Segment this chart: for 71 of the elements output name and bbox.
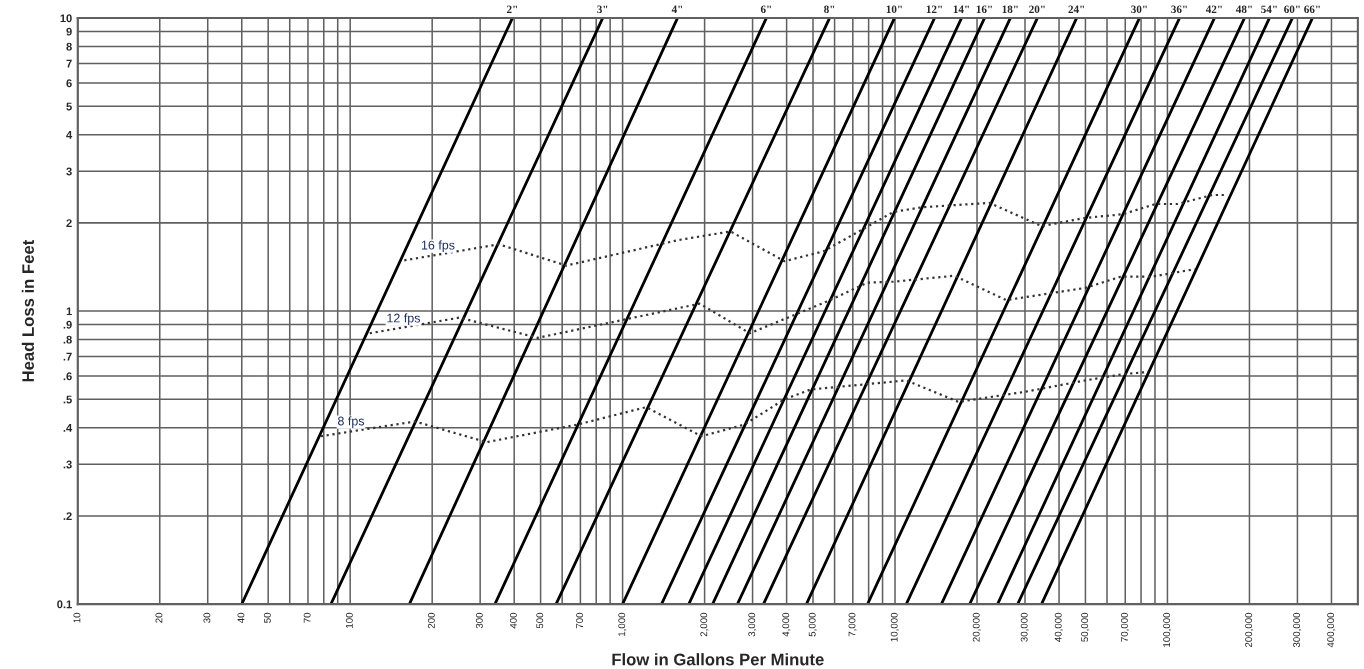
y-tick-label: 3 [66, 167, 72, 176]
y-tick-label: .2 [63, 512, 72, 520]
y-tick-label: 7 [66, 59, 72, 68]
x-tick-label: 300,000 [1293, 612, 1302, 648]
series-label: 12" [926, 5, 942, 13]
x-axis-title: Flow in Gallons Per Minute [612, 653, 824, 666]
series-label: 18" [1002, 5, 1018, 14]
x-tick-label: 70 [303, 612, 311, 623]
x-tick-label: 20 [155, 612, 163, 623]
x-tick-label: 500 [536, 612, 544, 629]
series-label: 3" [597, 5, 608, 14]
series-label: 36" [1171, 5, 1187, 14]
y-tick-label: 2 [66, 219, 72, 227]
x-tick-label: 400,000 [1327, 612, 1336, 648]
series-label: 60" [1284, 5, 1300, 14]
series-label: 54" [1261, 5, 1277, 14]
y-tick-label: 6 [66, 79, 72, 88]
y-tick-label: .4 [63, 424, 73, 432]
x-tick-label: 4,000 [782, 612, 791, 637]
x-tick-label: 7,000 [848, 612, 857, 637]
y-tick-label: 4 [66, 131, 73, 139]
series-label: 42" [1205, 5, 1222, 13]
x-tick-label: 40 [237, 612, 245, 624]
series-label: 20" [1029, 5, 1045, 14]
x-tick-label: 2,000 [700, 612, 709, 637]
x-tick-label: 20,000 [972, 612, 981, 642]
y-tick-label: .9 [63, 320, 72, 329]
x-tick-label: 300 [475, 612, 483, 629]
series-label: 14" [953, 5, 969, 13]
y-tick-label: 0.1 [57, 600, 72, 609]
x-tick-label: 100 [345, 612, 353, 628]
series-label: 12 fps [387, 313, 421, 325]
y-tick-label: 5 [66, 102, 72, 111]
x-tick-label: 10 [73, 612, 81, 623]
series-label: 48" [1235, 5, 1252, 14]
x-tick-label: 200 [427, 612, 435, 629]
series-label: 16" [976, 5, 992, 14]
x-tick-label: 200,000 [1245, 612, 1254, 648]
y-tick-label: .6 [63, 372, 72, 381]
x-tick-label: 700 [576, 612, 584, 629]
x-tick-label: 50,000 [1081, 612, 1090, 642]
series-label: 4" [671, 5, 683, 13]
y-axis-title: Head Loss in Feet [21, 239, 35, 382]
x-tick-label: 100,000 [1163, 612, 1172, 647]
series-label: 8 fps [337, 416, 365, 428]
y-tick-label: .5 [63, 395, 72, 404]
series-label: 8" [824, 5, 835, 14]
y-tick-label: 1 [66, 307, 72, 316]
x-tick-label: 400 [509, 612, 517, 629]
x-tick-label: 70,000 [1120, 612, 1129, 642]
series-label: 16 fps [421, 240, 455, 252]
y-tick-label: .7 [63, 352, 72, 361]
series-label: 66" [1304, 5, 1320, 14]
x-tick-label: 30 [203, 612, 211, 623]
x-tick-label: 1,000 [618, 612, 627, 637]
y-tick-label: .3 [63, 460, 72, 469]
y-tick-label: .8 [63, 335, 72, 344]
series-label: 2" [507, 5, 518, 13]
x-tick-label: 30,000 [1020, 612, 1029, 642]
x-tick-label: 40,000 [1054, 612, 1063, 642]
x-tick-label: 3,000 [748, 612, 757, 637]
x-tick-label: 5,000 [808, 612, 817, 637]
y-tick-label: 10 [60, 14, 72, 23]
y-tick-label: 9 [66, 27, 72, 36]
x-tick-label: 50 [263, 612, 271, 623]
series-label: 30" [1131, 5, 1147, 14]
x-tick-label: 10,000 [890, 612, 899, 642]
series-label: 24" [1068, 5, 1085, 13]
y-tick-label: 8 [66, 42, 72, 51]
series-label: 10" [886, 5, 902, 14]
series-label: 6" [760, 5, 771, 14]
